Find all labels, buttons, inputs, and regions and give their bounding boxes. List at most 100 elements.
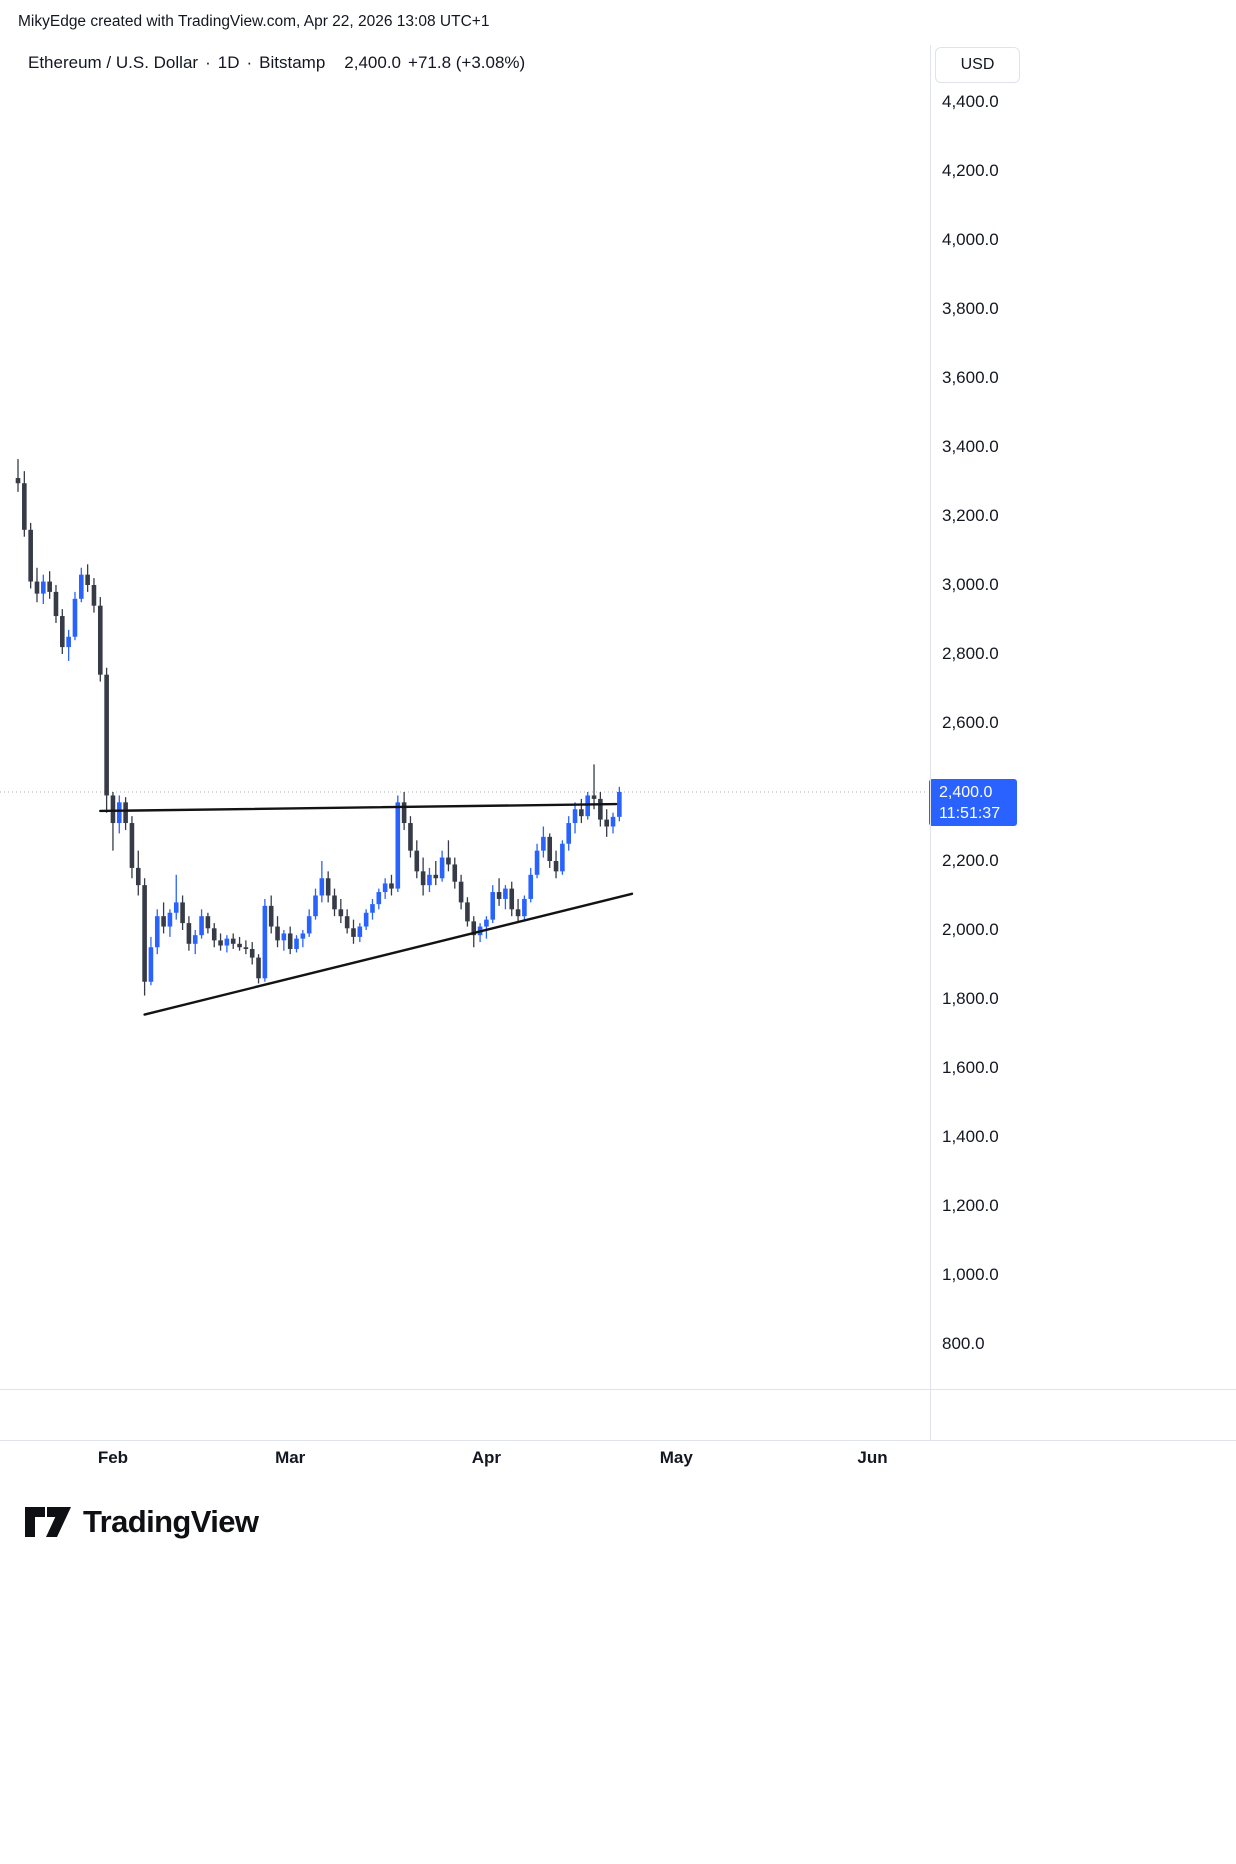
candle <box>167 909 173 937</box>
candle <box>205 912 211 934</box>
legend-separator: · <box>205 53 211 72</box>
price-axis-label: 3,000.0 <box>942 575 999 594</box>
candle <box>351 919 356 944</box>
candle <box>192 930 198 955</box>
candle <box>224 935 230 953</box>
candle <box>173 874 179 920</box>
candle <box>47 571 52 599</box>
candle <box>509 881 515 917</box>
candle <box>452 857 458 889</box>
price-axis-label: 3,400.0 <box>942 437 999 456</box>
price-axis-label: 1,400.0 <box>942 1127 999 1146</box>
candle <box>585 792 590 820</box>
candle <box>553 850 559 879</box>
candle <box>579 798 584 824</box>
currency-toggle-button[interactable]: USD <box>935 47 1020 83</box>
candle <box>306 909 312 937</box>
candle <box>287 926 293 955</box>
trendline-resistance[interactable] <box>99 802 618 813</box>
candle <box>72 591 78 641</box>
attribution-text: MikyEdge created with TradingView.com, A… <box>18 13 490 30</box>
candle <box>148 936 154 986</box>
candle <box>566 816 572 851</box>
pane-bottom-border <box>0 1389 1236 1390</box>
candle <box>262 898 268 982</box>
candle <box>41 574 46 604</box>
candle <box>154 909 160 955</box>
candle <box>541 826 546 858</box>
tradingview-logo-icon <box>25 1507 71 1537</box>
candle <box>389 874 394 896</box>
time-axis-label: Apr <box>471 1448 502 1467</box>
candle <box>414 840 420 879</box>
time-axis-label: Feb <box>97 1448 129 1467</box>
candle <box>439 850 445 882</box>
candle <box>458 874 464 910</box>
candle <box>484 916 489 939</box>
price-axis-label: 3,800.0 <box>942 299 999 318</box>
price-axis-label: 4,400.0 <box>942 92 999 111</box>
candle <box>420 857 426 896</box>
price-axis[interactable]: 4,400.0 4,200.0 4,000.0 3,800.0 3,600.0 3,400… <box>930 45 1236 1389</box>
candle <box>427 867 432 893</box>
candle <box>515 898 521 924</box>
timescale-top-border <box>0 1440 1236 1441</box>
candle <box>180 895 185 930</box>
time-axis[interactable]: Feb Mar Apr May Jun <box>0 1440 930 1484</box>
candle <box>604 809 609 837</box>
price-axis-label: 1,000.0 <box>942 1265 999 1284</box>
candle <box>528 867 534 903</box>
candle <box>110 792 116 851</box>
current-price-badge: 2,400.0 11:51:37 <box>929 779 1017 826</box>
bar-countdown: 11:51:37 <box>939 805 1001 822</box>
candle <box>243 940 249 955</box>
trendline-support[interactable] <box>143 892 634 1016</box>
candle <box>344 909 350 934</box>
candle <box>395 795 401 893</box>
candle <box>433 861 439 886</box>
candle <box>617 786 622 822</box>
candle <box>129 816 135 879</box>
candle <box>357 923 363 943</box>
candle <box>268 895 274 934</box>
candle <box>471 916 477 948</box>
price-axis-border <box>930 45 931 1440</box>
candle <box>79 567 84 603</box>
chart-legend[interactable]: Ethereum / U.S. Dollar · 1D · Bitstamp 2… <box>28 53 525 73</box>
symbol-name: Ethereum / U.S. Dollar <box>28 53 199 72</box>
candle <box>85 564 90 592</box>
time-axis-label: Mar <box>275 1448 306 1467</box>
candle <box>281 930 287 951</box>
tradingview-logo[interactable]: TradingView <box>24 1503 259 1541</box>
price-axis-label: 1,600.0 <box>942 1058 999 1077</box>
candle <box>66 629 71 661</box>
candle <box>22 471 27 537</box>
candle <box>28 522 33 589</box>
candle <box>135 850 141 896</box>
candle <box>199 909 204 939</box>
candle <box>34 567 40 603</box>
candle <box>104 667 109 813</box>
price-axis-label: 2,200.0 <box>942 851 999 870</box>
candle <box>230 933 236 949</box>
candle <box>610 812 616 834</box>
candle <box>249 942 255 965</box>
candle <box>382 878 388 899</box>
price-axis-label: 4,000.0 <box>942 230 999 249</box>
candle <box>446 840 451 872</box>
price-axis-label: 800.0 <box>942 1334 985 1353</box>
candle <box>142 878 147 996</box>
candle <box>325 871 331 903</box>
price-axis-label: 3,200.0 <box>942 506 999 525</box>
candle <box>496 878 502 906</box>
time-axis-label: May <box>659 1448 693 1467</box>
candle <box>186 916 192 951</box>
candle <box>123 797 128 830</box>
candle <box>313 888 318 920</box>
price-chart-pane[interactable] <box>0 45 930 1389</box>
price-axis-label: 2,000.0 <box>942 920 999 939</box>
candle <box>161 902 166 934</box>
candle <box>465 897 470 927</box>
interval-label: 1D <box>217 53 240 72</box>
